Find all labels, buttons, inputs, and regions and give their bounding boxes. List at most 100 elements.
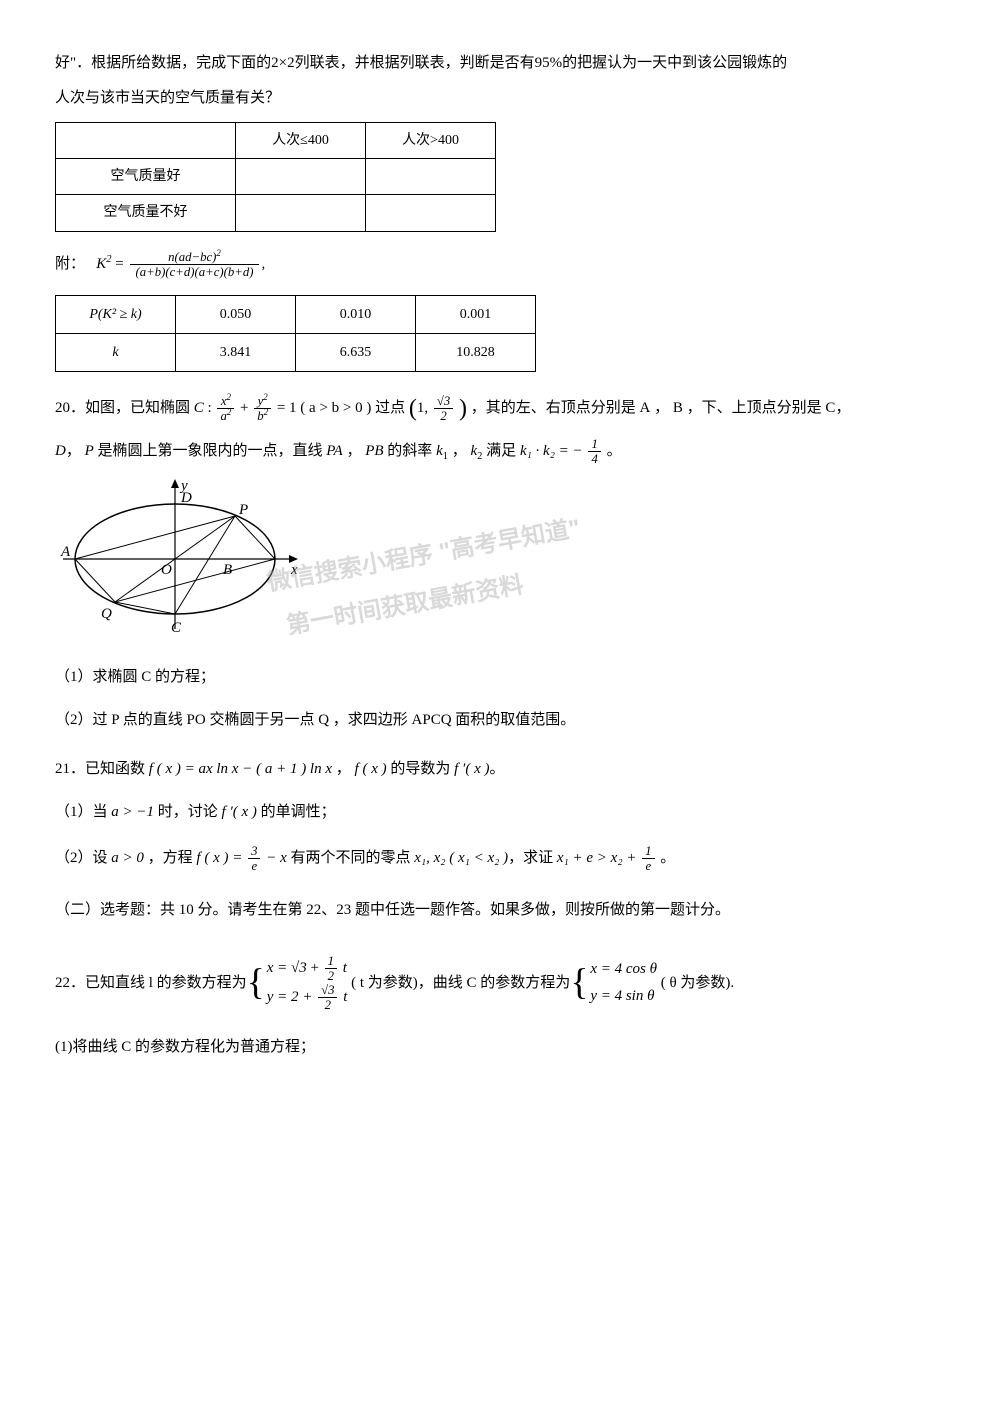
k2-formula-line: 附： K2 = n(ad−bc)2 (a+b)(c+d)(a+c)(b+d) ,: [55, 250, 937, 279]
q20-text-c: ，其的左、右顶点分别是: [471, 400, 636, 416]
q20-text-b: 过点: [375, 400, 405, 416]
point-C-label: C: [171, 620, 182, 636]
q20-num: 20．: [55, 400, 85, 416]
table-cell: 空气质量不好: [56, 195, 236, 231]
point-D-label: D: [180, 490, 192, 506]
q21-fx: f ( x ) = ax ln x − ( a + 1 ) ln x: [149, 761, 332, 777]
q22-s3num: √3: [318, 983, 337, 998]
table-cell: k: [56, 333, 176, 371]
question-22: 22．已知直线 l 的参数方程为 { x = √3 + 12 t y = 2 +…: [55, 954, 937, 1061]
q21-s2a: （2）设: [55, 850, 111, 866]
q20-sub1: （1）求椭圆 C 的方程；: [55, 664, 937, 691]
k2-left: K: [96, 256, 106, 272]
q22-tc: ( θ 为参数).: [661, 970, 734, 997]
table-cell: 0.010: [296, 295, 416, 333]
q20-l2h: 的斜率: [384, 443, 433, 459]
q20-sqrt3-over-2: √32: [434, 394, 453, 423]
q21-s2j: 。: [660, 850, 675, 866]
q21-tb: ，: [332, 761, 355, 777]
q20-PB: PB: [365, 443, 383, 459]
q22-eq2r1: x = 4 cos θ: [590, 961, 657, 977]
k2-exp: 2: [106, 254, 111, 265]
q20-14num: 1: [588, 437, 600, 452]
table-cell: 人次≤400: [236, 123, 366, 159]
table-cell: 人次>400: [366, 123, 496, 159]
q22-half-num: 1: [325, 954, 337, 969]
q20-D: D: [55, 443, 66, 459]
point-B-label: B: [223, 562, 232, 578]
q21-td: 。: [489, 761, 504, 777]
contingency-table: 人次≤400 人次>400 空气质量好 空气质量不好: [55, 122, 496, 232]
section-2-header: （二）选考题：共 10 分。请考生在第 22、23 题中任选一题作答。如果多做，…: [55, 897, 937, 924]
q22-half: 12: [325, 954, 337, 983]
k2-fraction: n(ad−bc)2 (a+b)(c+d)(a+c)(b+d): [130, 250, 260, 279]
q20-C: C: [194, 400, 204, 416]
table-row: P(K² ≥ k) 0.050 0.010 0.001: [56, 295, 536, 333]
q20-colon: :: [204, 400, 216, 416]
intro-text-1a: 好"．根据所给数据，完成下面的: [55, 55, 271, 71]
q20-frac14: 14: [588, 437, 600, 466]
q22-s3den: 2: [318, 998, 337, 1012]
watermark-line2: 第一时间获取最新资料: [283, 564, 527, 648]
table-cell: [56, 123, 236, 159]
q21-frac-3e: 3e: [248, 844, 260, 873]
critical-values-table: P(K² ≥ k) 0.050 0.010 0.001 k 3.841 6.63…: [55, 295, 536, 372]
q20-comma1: ，: [650, 400, 673, 416]
q20-l2d: 是椭圆上第一象限内的一点，直线: [94, 443, 327, 459]
q21-tc: 的导数为: [387, 761, 455, 777]
q21-s2c: ，方程: [144, 850, 197, 866]
q20-k1: k: [436, 443, 443, 459]
point-Q-label: Q: [101, 606, 112, 622]
q20-l2f: ，: [343, 443, 366, 459]
table-row: 人次≤400 人次>400: [56, 123, 496, 159]
q21-line1: 21．已知函数 f ( x ) = ax ln x − ( a + 1 ) ln…: [55, 756, 937, 783]
question-20: 20．如图，已知椭圆 C : x2a2 + y2b2 = 1 ( a > b >…: [55, 394, 937, 734]
q20-sqrt3: √3: [437, 394, 450, 408]
point-P-label: P: [238, 502, 248, 518]
q21-s2i: x₁ + e > x₂ +: [557, 850, 640, 866]
q20-A: A: [640, 400, 651, 416]
point-O-label: O: [161, 562, 172, 578]
q21-s1e: 的单调性；: [257, 804, 336, 820]
q21-s2g: x₁, x₂ ( x₁ < x₂ ): [414, 850, 508, 866]
q21-s2d: f ( x ) =: [196, 850, 246, 866]
q20-text-a: 如图，已知椭圆: [85, 400, 190, 416]
q22-t1: t: [343, 960, 347, 976]
q21-1e-den: e: [642, 859, 654, 873]
q21-s2h: ，求证: [508, 850, 557, 866]
q20-frac-y: y2b2: [254, 394, 271, 423]
q20-B: B: [673, 400, 683, 416]
q20-prod: k₁ · k₂ = −: [520, 443, 587, 459]
q20-k2sub: 2: [477, 451, 482, 462]
q20-frac-x: x2a2: [217, 394, 234, 423]
table-cell: 0.001: [416, 295, 536, 333]
q20-eq-right: = 1 ( a > b > 0 ): [277, 400, 372, 416]
q20-sub2: （2）过 P 点的直线 PO 交椭圆于另一点 Q ，求四边形 APCQ 面积的取…: [55, 707, 937, 734]
table-row: k 3.841 6.635 10.828: [56, 333, 536, 371]
intro-text-1e: 的把握认为一天中到该公园锻炼的: [562, 55, 787, 71]
q20-text-d: ，下、上顶点分别是: [687, 400, 822, 416]
q22-t2: t: [343, 989, 347, 1005]
q22-num: 22．: [55, 970, 85, 997]
q21-1e-num: 1: [642, 844, 654, 859]
q21-num: 21．: [55, 761, 85, 777]
table-cell: 6.635: [296, 333, 416, 371]
q21-s2b: a > 0: [111, 850, 144, 866]
table-cell: 3.841: [176, 333, 296, 371]
intro-text-1c: 列联表，并根据列联表，判断是否有: [295, 55, 535, 71]
table-cell: 0.050: [176, 295, 296, 333]
q21-3e-num: 3: [248, 844, 260, 859]
k2-eq: =: [115, 256, 127, 272]
q20-l2b: ，: [66, 443, 85, 459]
q20-line2: D， P 是椭圆上第一象限内的一点，直线 PA ， PB 的斜率 k1 ， k2…: [55, 437, 937, 466]
q21-s2f: 有两个不同的零点: [287, 850, 415, 866]
q20-C2: C: [825, 400, 835, 416]
q22-tb: ( t 为参数)，曲线 C 的参数方程为: [351, 970, 570, 997]
ellipse-figure-container: y x A B C D O P Q 微信搜索小程序 "高考早知道" 第一时间获取…: [55, 474, 937, 654]
q21-sub1: （1）当 a > −1 时，讨论 f ′( x ) 的单调性；: [55, 799, 937, 826]
point-A-label: A: [60, 544, 71, 560]
q20-l2j: 满足: [486, 443, 520, 459]
q22-eq1-plus: +: [307, 960, 323, 976]
q22-param-c: { x = 4 cos θ y = 4 sin θ: [570, 956, 657, 1010]
q22-eq2r2: y = 4 sin θ: [590, 988, 654, 1004]
